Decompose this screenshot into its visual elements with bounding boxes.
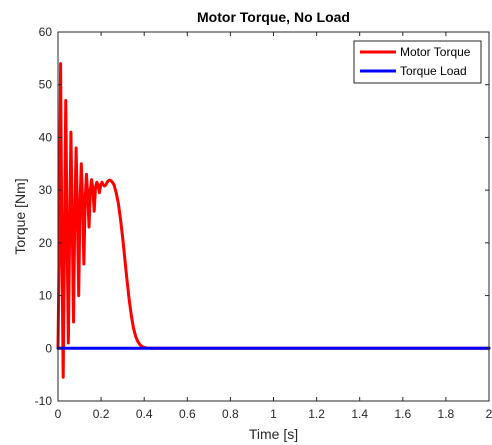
y-tick-label: -10 — [35, 394, 53, 408]
legend-label: Motor Torque — [400, 45, 471, 59]
plot-area — [58, 32, 489, 401]
legend-label: Torque Load — [400, 64, 467, 78]
x-tick-label: 0.6 — [179, 407, 196, 421]
tick-layer: 0 0.2 0.4 0.6 0.8 1 1.2 1.4 1.6 1.8 2-100102030405… — [35, 25, 492, 421]
y-tick-label: 10 — [39, 289, 53, 303]
legend: Motor Torque Torque Load — [353, 40, 482, 84]
x-axis-label: Time [s] — [249, 426, 298, 442]
x-tick-label: 2 — [486, 407, 492, 421]
x-tick-label: 1.2 — [308, 407, 325, 421]
y-tick-label: 50 — [39, 78, 53, 92]
legend-box — [353, 40, 482, 84]
y-tick-label: 0 — [45, 341, 52, 355]
chart-title: Motor Torque, No Load — [197, 9, 350, 25]
x-tick-label: 1 — [270, 407, 277, 421]
x-tick-label: 1.4 — [351, 407, 368, 421]
y-tick-label: 20 — [39, 236, 53, 250]
x-tick-label: 1.6 — [394, 407, 411, 421]
x-tick-label: 1.8 — [438, 407, 455, 421]
x-tick-label: 0.8 — [222, 407, 239, 421]
y-tick-label: 30 — [39, 183, 53, 197]
y-tick-label: 60 — [39, 25, 53, 39]
y-tick-label: 40 — [39, 130, 53, 144]
series-layer — [56, 62, 491, 379]
y-axis-label: Torque [Nm] — [12, 178, 28, 254]
x-tick-label: 0.4 — [136, 407, 153, 421]
x-tick-label: 0 — [55, 407, 62, 421]
x-tick-label: 0.2 — [93, 407, 110, 421]
